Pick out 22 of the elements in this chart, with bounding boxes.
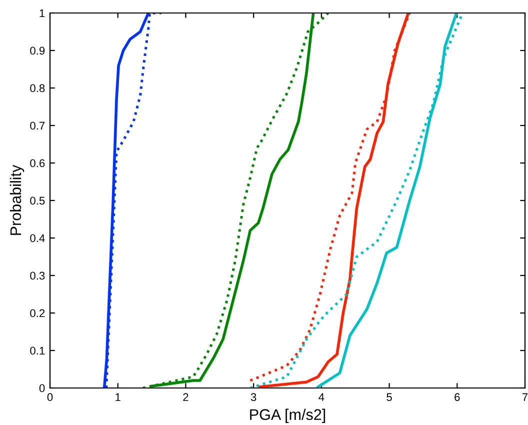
y-tick-label: 1 xyxy=(40,9,45,18)
y-axis-title: Probability xyxy=(10,164,24,235)
x-tick-label: 3 xyxy=(250,393,256,402)
x-tick-label: 4 xyxy=(318,393,324,401)
y-tick-label: 0.7 xyxy=(30,122,45,130)
y-tick-label: 0.6 xyxy=(30,159,45,168)
x-tick-label: 2 xyxy=(183,393,188,401)
y-tick-label: 0.1 xyxy=(30,346,45,355)
x-tick-label: 0 xyxy=(47,393,53,402)
x-tick-label: 1 xyxy=(116,393,120,401)
y-tick-label: 0.8 xyxy=(30,84,45,92)
x-tick-label: 5 xyxy=(386,393,392,402)
x-tick-label: 7 xyxy=(522,393,528,401)
line-series xyxy=(248,13,464,388)
y-tick-label: 0 xyxy=(39,384,45,392)
x-axis-title: PGA [m/s2] xyxy=(250,408,326,424)
y-tick-label: 0.3 xyxy=(30,272,45,280)
y-tick-label: 0.2 xyxy=(30,309,45,318)
y-tick-label: 0.5 xyxy=(30,196,45,205)
y-tick-label: 0.4 xyxy=(30,234,45,242)
y-tick-label: 0.9 xyxy=(30,46,45,55)
x-tick-label: 6 xyxy=(454,393,460,402)
